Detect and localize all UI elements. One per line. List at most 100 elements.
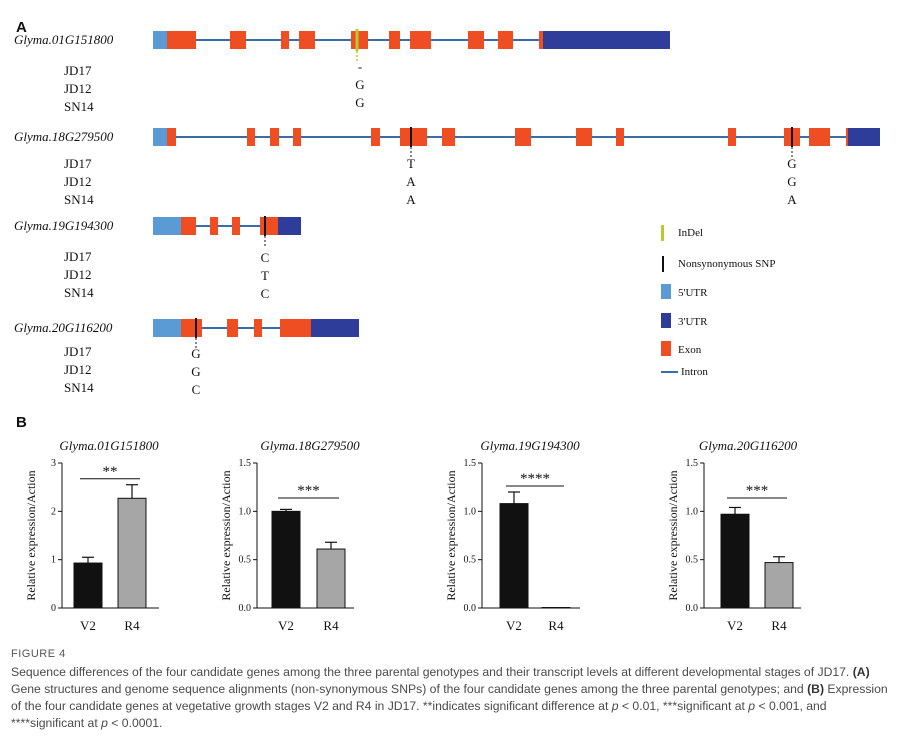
x-tick-label: V2 (506, 618, 522, 633)
exon-block (371, 128, 380, 146)
y-tick-label: 1.5 (239, 458, 252, 469)
legend-item: Intron (661, 366, 708, 378)
y-tick-label: 1 (51, 555, 56, 566)
y-tick-label: 0.0 (686, 603, 699, 614)
allele-letter: G (355, 77, 364, 92)
allele-letter: C (261, 250, 270, 265)
legend-label: InDel (678, 227, 703, 239)
exon-block (809, 128, 830, 146)
exon-block (400, 128, 427, 146)
chart-title: Glyma.19G194300 (480, 438, 580, 453)
exon-block (299, 31, 315, 49)
legend: InDel Nonsynonymous SNP 5'UTR 3'UTR Exon Intr… (661, 225, 776, 378)
genotype-label: SN14 (64, 99, 94, 114)
exon-block (846, 128, 848, 146)
exon-block (515, 128, 531, 146)
allele-letter: C (192, 382, 201, 397)
allele-letter: A (406, 192, 416, 207)
y-tick-label: 0.5 (239, 555, 252, 566)
utr5-block (153, 31, 167, 49)
genotype-label: SN14 (64, 192, 94, 207)
allele-letter: A (406, 174, 416, 189)
exon-block (281, 31, 289, 49)
legend-label: 3'UTR (678, 316, 708, 328)
allele-letter: C (261, 286, 270, 301)
chart-title: Glyma.20G116200 (699, 438, 798, 453)
bar (541, 607, 571, 609)
caption-text: Sequence differences of the four candida… (11, 665, 888, 730)
y-axis-label: Relative expression/Action (24, 470, 38, 600)
exon-block (389, 31, 400, 49)
x-tick-label: R4 (124, 618, 140, 633)
utr3-block (848, 128, 880, 146)
panel-b-label: B (16, 414, 27, 431)
exon-block (230, 31, 246, 49)
allele-letter: - (358, 59, 362, 74)
y-tick-label: 1.5 (686, 458, 699, 469)
legend-label: Nonsynonymous SNP (678, 258, 776, 270)
bar (117, 497, 147, 609)
exon-block (539, 31, 543, 49)
exon-block (442, 128, 455, 146)
gene-name: Glyma.01G151800 (14, 32, 114, 47)
genotype-label: SN14 (64, 380, 94, 395)
exon-block (167, 31, 196, 49)
bar (499, 503, 529, 609)
genotype-label: JD12 (64, 81, 91, 96)
exon-block (616, 128, 624, 146)
genotype-label: JD17 (64, 249, 92, 264)
exon-block (227, 319, 238, 337)
bar-chart: Glyma.01G151800 Relative expression/Actio… (24, 438, 159, 633)
x-tick-label: V2 (80, 618, 96, 633)
y-tick-label: 0.5 (464, 555, 477, 566)
exon-block (210, 217, 218, 235)
bar (271, 510, 301, 609)
bar (316, 548, 346, 609)
y-tick-label: 0.0 (464, 603, 477, 614)
bar-chart: Glyma.18G279500 Relative expression/Actio… (219, 438, 360, 633)
exon-block (468, 31, 484, 49)
significance-label: **** (520, 471, 550, 487)
x-tick-label: R4 (323, 618, 339, 633)
x-tick-label: V2 (278, 618, 294, 633)
utr3-block (311, 319, 359, 337)
y-tick-label: 1.0 (686, 506, 699, 517)
significance-label: *** (297, 483, 320, 499)
exon-block (498, 31, 513, 49)
gene-structures: Glyma.01G151800JD17JD12SN14-GGGlyma.18G2… (14, 29, 880, 397)
y-tick-label: 2 (51, 506, 56, 517)
legend-utr3-swatch (661, 313, 671, 328)
legend-snp-swatch (662, 256, 664, 272)
exon-block (576, 128, 592, 146)
gene-name: Glyma.19G194300 (14, 218, 114, 233)
y-axis-label: Relative expression/Action (219, 470, 233, 600)
genotype-label: SN14 (64, 285, 94, 300)
y-tick-label: 0 (51, 603, 56, 614)
gene-name: Glyma.18G279500 (14, 129, 114, 144)
y-tick-label: 3 (51, 458, 56, 469)
exon-block (247, 128, 255, 146)
exon-block (254, 319, 262, 337)
gene-model: Glyma.01G151800 JD17 JD12 SN14 - GG (14, 29, 670, 114)
exon-block (410, 31, 431, 49)
gene-name: Glyma.20G116200 (14, 320, 113, 335)
bar-chart: Glyma.20G116200 Relative expression/Actio… (666, 438, 801, 633)
chart-title: Glyma.18G279500 (260, 438, 360, 453)
allele-letter: G (355, 95, 364, 110)
allele-letter: G (787, 156, 796, 171)
genotype-label: JD12 (64, 362, 91, 377)
genotype-label: JD12 (64, 267, 91, 282)
allele-letter: T (261, 268, 269, 283)
utr3-block (543, 31, 670, 49)
genotype-label: JD17 (64, 344, 92, 359)
y-tick-label: 1.0 (464, 506, 477, 517)
allele-letter: G (191, 346, 200, 361)
allele-letter: A (787, 192, 797, 207)
y-tick-label: 0.0 (239, 603, 252, 614)
x-tick-label: R4 (548, 618, 564, 633)
utr3-block (278, 217, 301, 235)
significance-label: ** (103, 464, 118, 480)
chart-title: Glyma.01G151800 (59, 438, 159, 453)
